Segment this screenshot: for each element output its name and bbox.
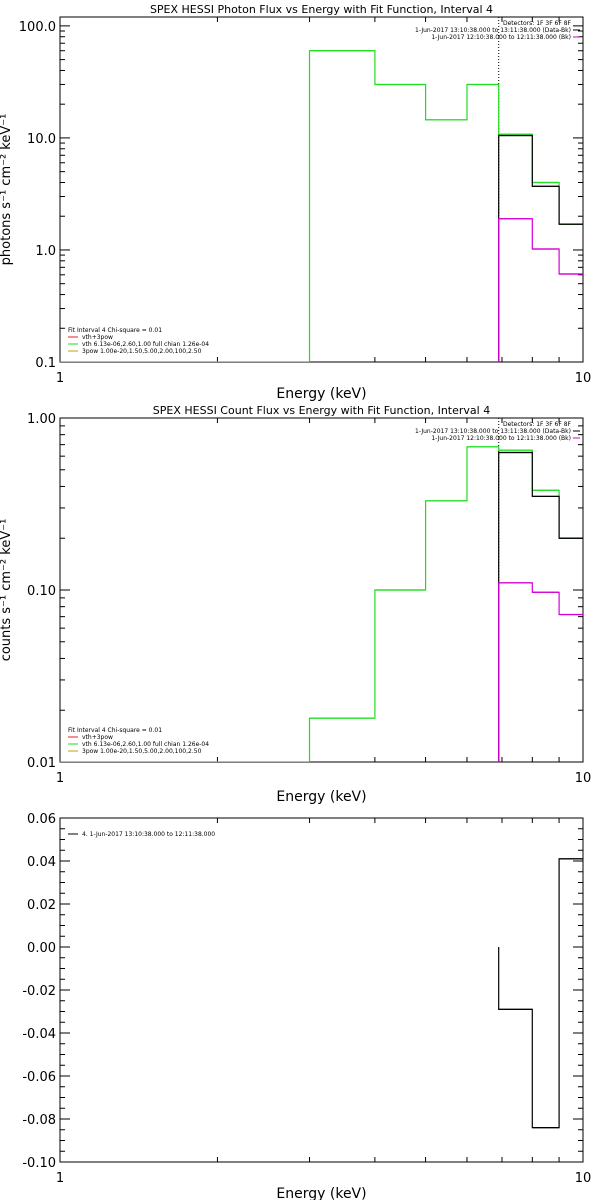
y-tick-label: 100.0 — [19, 20, 56, 35]
y-tick-label: 1.0 — [35, 244, 56, 259]
plot-area — [60, 418, 583, 762]
series-1-histogram — [60, 446, 583, 762]
plot-frame — [59, 817, 584, 1163]
x-axis-label: Energy (keV) — [276, 789, 366, 805]
legend-right-entry: Detectors: 1F 3F 6F 8F — [503, 421, 572, 428]
legend-left-entry: 3pow 1.00e-20,1.50,5.00,2.00,100,2.50 — [82, 348, 202, 355]
legend-left-entry: Fit Interval 4 Chi-square = 0.01 — [68, 327, 162, 334]
y-tick-label: -0.06 — [22, 1070, 56, 1085]
y-tick-label: 0.02 — [27, 898, 56, 913]
legend-left-entry: vth+3pow — [82, 734, 113, 741]
x-axis-label: Energy (keV) — [276, 386, 366, 402]
plot-frame — [59, 417, 584, 763]
legend-right-entry: 1-Jun-2017 13:10:38.000 to 13:11:38.000 … — [415, 27, 571, 34]
chart-title: SPEX HESSI Count Flux vs Energy with Fit… — [153, 404, 490, 417]
legend-right-entry: 1-Jun-2017 12:10:38.000 to 12:11:38.000 … — [431, 34, 571, 41]
y-tick-label: 0.06 — [27, 812, 56, 827]
plot-frame — [59, 16, 584, 363]
series-3-histogram — [498, 582, 583, 762]
series-2-histogram — [498, 451, 583, 762]
plot-area — [60, 17, 583, 362]
legend-left-entry: 3pow 1.00e-20,1.50,5.00,2.00,100,2.50 — [82, 748, 202, 755]
y-tick-label: -0.04 — [22, 1027, 56, 1042]
x-tick-label: 10 — [575, 371, 592, 386]
y-tick-label: 10.0 — [27, 132, 56, 147]
y-tick-label: 0.10 — [27, 584, 56, 599]
plot-area — [498, 858, 583, 1129]
x-tick-label: 1 — [56, 371, 64, 386]
y-tick-label: 0.1 — [35, 356, 56, 371]
legend-right-entry: Detectors: 1F 3F 6F 8F — [503, 20, 572, 27]
legend-left-entry: vth 6.13e-06,2.60,1.00 full chian 1.26e-… — [82, 741, 209, 748]
y-axis-label: photons s⁻¹ cm⁻² keV⁻¹ — [0, 114, 14, 266]
chart-panel-3: 1 10 -0.10 -0.08 -0.06 -0.04 -0.02 0.00 0.02 0.04… — [22, 812, 591, 1200]
y-tick-label: -0.08 — [22, 1113, 56, 1128]
x-tick-label: 10 — [575, 771, 592, 786]
y-tick-label: -0.02 — [22, 984, 56, 999]
chart-panel-2: SPEX HESSI Count Flux vs Energy with Fit… — [0, 404, 591, 805]
y-tick-label: 0.01 — [27, 756, 56, 771]
y-tick-label: 0.00 — [27, 941, 56, 956]
legend-right-entry: 1-Jun-2017 12:10:38.000 to 12:11:38.000 … — [431, 435, 571, 442]
y-tick-label: 1.00 — [27, 412, 56, 427]
series-1-histogram — [498, 858, 583, 1129]
series-3-histogram — [498, 218, 583, 362]
legend-right-entry: 1-Jun-2017 13:10:38.000 to 13:11:38.000 … — [415, 428, 571, 435]
x-axis-label: Energy (keV) — [276, 1186, 366, 1200]
y-axis-label: counts s⁻¹ cm⁻² keV⁻¹ — [0, 519, 14, 662]
series-1-histogram — [60, 50, 583, 362]
y-tick-label: -0.10 — [22, 1156, 56, 1171]
legend-left-entry: vth+3pow — [82, 334, 113, 341]
legend-left-entry: Fit Interval 4 Chi-square = 0.01 — [68, 727, 162, 734]
x-tick-label: 1 — [56, 1171, 64, 1186]
chart-title: SPEX HESSI Photon Flux vs Energy with Fi… — [150, 3, 493, 16]
chart-panel-1: SPEX HESSI Photon Flux vs Energy with Fi… — [0, 3, 591, 402]
x-tick-label: 1 — [56, 771, 64, 786]
legend-left-entry: vth 6.13e-06,2.60,1.00 full chian 1.26e-… — [82, 341, 209, 348]
legend-left-entry: 4. 1-Jun-2017 13:10:38.000 to 12:11:38.0… — [82, 831, 215, 838]
y-tick-label: 0.04 — [27, 855, 56, 870]
x-tick-label: 10 — [575, 1171, 592, 1186]
